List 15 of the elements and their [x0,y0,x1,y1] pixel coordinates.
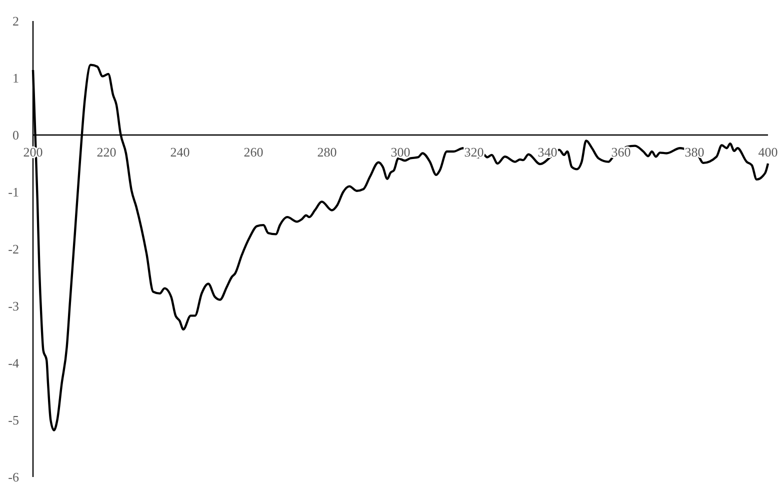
x-tick-label: 260 [244,144,264,160]
y-tick-label: -6 [8,470,20,482]
y-tick-label: 2 [12,14,19,28]
y-tick-label: -4 [8,356,20,370]
x-tick-label: 240 [170,144,190,160]
y-tick-label: -1 [8,184,19,200]
y-tick-label: 0 [12,128,19,142]
y-tick-label: 1 [12,70,19,86]
y-tick-label: -2 [8,242,19,256]
x-tick-label: 280 [317,144,337,160]
x-tick-label: 300 [390,144,410,160]
x-tick-label: 400 [758,144,778,160]
y-tick-label: -5 [8,412,19,428]
y-tick-label: -3 [8,298,19,314]
x-tick-label: 220 [96,144,116,160]
